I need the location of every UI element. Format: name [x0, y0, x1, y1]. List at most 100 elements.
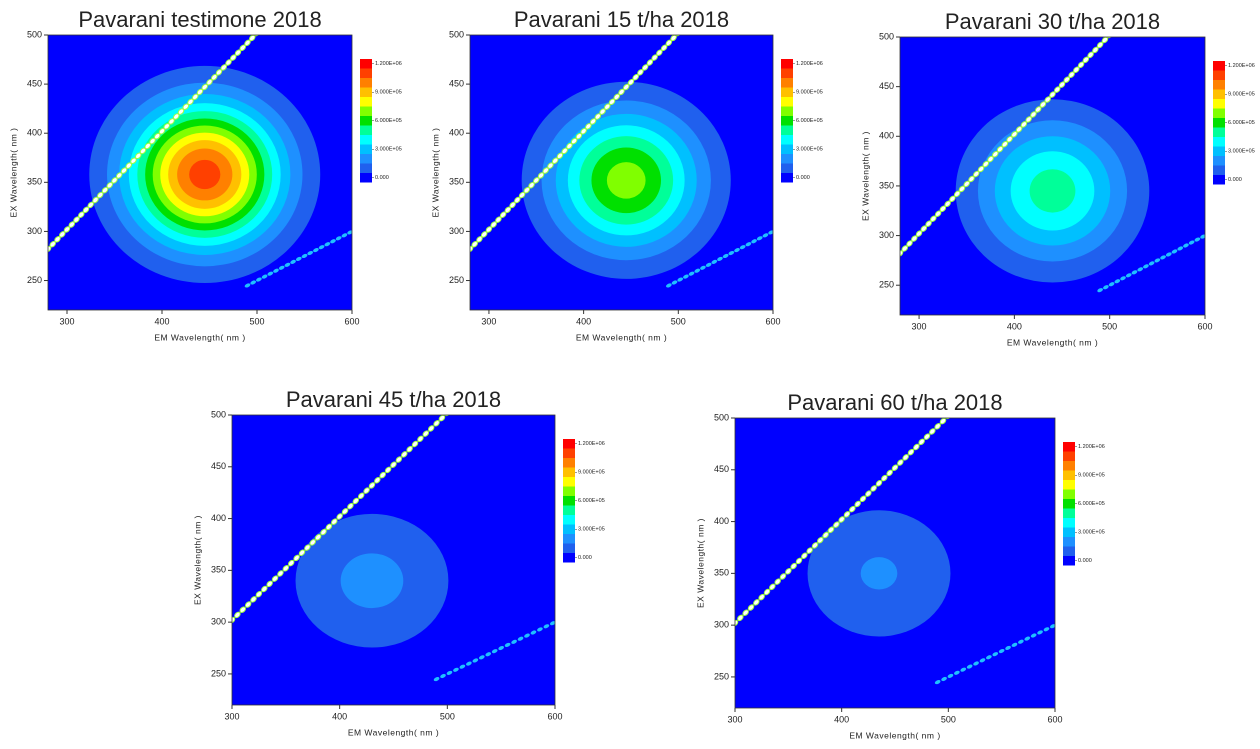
colorbar-swatch	[1213, 118, 1225, 128]
colorbar-swatch	[563, 544, 575, 554]
colorbar-swatch	[1213, 109, 1225, 119]
x-axis-label: EM Wavelength( nm )	[849, 730, 940, 740]
colorbar-swatch	[781, 154, 793, 164]
rayleigh-dot	[710, 640, 718, 648]
rayleigh-dot	[201, 642, 209, 650]
y-tick-label: 400	[879, 131, 894, 141]
colorbar-swatch	[563, 534, 575, 544]
rayleigh-dot	[699, 650, 707, 658]
x-tick-label: 600	[1197, 321, 1212, 331]
x-tick-label: 300	[481, 316, 496, 326]
y-axis-label: EX Wavelength( nm )	[8, 128, 18, 218]
colorbar-swatch	[1063, 461, 1075, 471]
colorbar-label: 0.000	[796, 175, 810, 181]
colorbar-swatch	[563, 506, 575, 516]
rayleigh-dot	[721, 630, 729, 638]
y-tick-label: 500	[211, 409, 226, 419]
colorbar-swatch	[1063, 537, 1075, 547]
rayleigh-dot	[705, 645, 713, 653]
colorbar-swatch	[360, 145, 372, 155]
rayleigh-dot	[715, 635, 723, 643]
colorbar-swatch	[1063, 518, 1075, 528]
colorbar-swatch	[781, 145, 793, 155]
second-order-dot	[1062, 617, 1069, 623]
y-tick-label: 250	[27, 275, 42, 285]
y-tick-label: 400	[27, 128, 42, 138]
colorbar-swatch	[1063, 499, 1075, 509]
chart-title: Pavarani 30 t/ha 2018	[945, 9, 1160, 34]
peak-contour	[861, 557, 898, 589]
x-axis-label: EM Wavelength( nm )	[154, 332, 245, 342]
colorbar-swatch	[1213, 128, 1225, 138]
colorbar-swatch	[1213, 90, 1225, 100]
x-tick-label: 500	[1102, 321, 1117, 331]
colorbar-label: 1.200E+06	[1078, 444, 1105, 450]
rayleigh-dot	[887, 260, 895, 268]
colorbar-swatch	[1213, 61, 1225, 71]
rayleigh-dot	[891, 255, 899, 263]
x-tick-label: 500	[941, 714, 956, 724]
y-tick-label: 450	[27, 78, 42, 88]
y-tick-label: 350	[714, 568, 729, 578]
colorbar-swatch	[563, 477, 575, 487]
colorbar-label: 6.000E+05	[1228, 120, 1255, 126]
second-order-dot	[556, 617, 563, 623]
rayleigh-dot	[207, 637, 215, 645]
colorbar-swatch	[1063, 556, 1075, 566]
colorbar-swatch	[360, 126, 372, 136]
second-order-dot	[1211, 228, 1218, 234]
colorbar-swatch	[563, 468, 575, 478]
x-tick-label: 300	[912, 321, 927, 331]
colorbar-label: 9.000E+05	[375, 90, 402, 96]
y-axis-label: EX Wavelength( nm )	[860, 131, 870, 221]
y-tick-label: 500	[714, 412, 729, 422]
colorbar-label: 0.000	[578, 555, 592, 561]
colorbar-label: 6.000E+05	[796, 118, 823, 124]
y-tick-label: 400	[449, 128, 464, 138]
x-axis-label: EM Wavelength( nm )	[576, 332, 667, 342]
colorbar-swatch	[360, 78, 372, 88]
colorbar-swatch	[360, 135, 372, 145]
rayleigh-dot	[217, 627, 225, 635]
peak-contour	[607, 162, 646, 198]
colorbar-label: 3.000E+05	[578, 527, 605, 533]
chart-title: Pavarani 15 t/ha 2018	[514, 7, 729, 32]
chart-panel: 300400500600250300350400450500Pavarani t…	[8, 7, 402, 342]
colorbar-swatch	[781, 88, 793, 98]
colorbar-swatch	[1063, 547, 1075, 557]
colorbar-swatch	[360, 173, 372, 183]
colorbar-label: 0.000	[375, 175, 389, 181]
figure: 300 400 500 600 250 300 350 400 450 500 Pavarani t…	[0, 0, 1260, 744]
colorbar-swatch	[781, 164, 793, 174]
second-order-dot	[562, 614, 569, 620]
chart-title: Pavarani 45 t/ha 2018	[286, 387, 501, 412]
x-axis-label: EM Wavelength( nm )	[348, 727, 439, 737]
rayleigh-dot	[196, 647, 204, 655]
colorbar-swatch	[781, 97, 793, 107]
x-tick-label: 600	[1047, 714, 1062, 724]
rayleigh-dot	[461, 250, 469, 258]
colorbar-label: 3.000E+05	[1078, 530, 1105, 536]
colorbar-swatch	[1213, 156, 1225, 166]
colorbar-swatch	[1063, 509, 1075, 519]
y-tick-label: 400	[211, 513, 226, 523]
second-order-dot	[1205, 231, 1212, 237]
colorbar-swatch	[1063, 471, 1075, 481]
y-tick-label: 350	[211, 565, 226, 575]
chart-title: Pavarani 60 t/ha 2018	[787, 390, 1002, 415]
chart-panel: 300400500600250300350400450500Pavarani 4…	[192, 387, 605, 737]
colorbar-swatch	[1063, 452, 1075, 462]
x-tick-label: 400	[154, 316, 169, 326]
second-order-dot	[779, 224, 786, 230]
colorbar-swatch	[1213, 166, 1225, 176]
colorbar-swatch	[360, 88, 372, 98]
colorbar-swatch	[1063, 490, 1075, 500]
x-tick-label: 400	[834, 714, 849, 724]
colorbar-swatch	[1213, 80, 1225, 90]
y-tick-label: 500	[27, 29, 42, 39]
colorbar-label: 3.000E+05	[1228, 149, 1255, 155]
colorbar-swatch	[781, 78, 793, 88]
chart-title: Pavarani testimone 2018	[78, 7, 321, 32]
